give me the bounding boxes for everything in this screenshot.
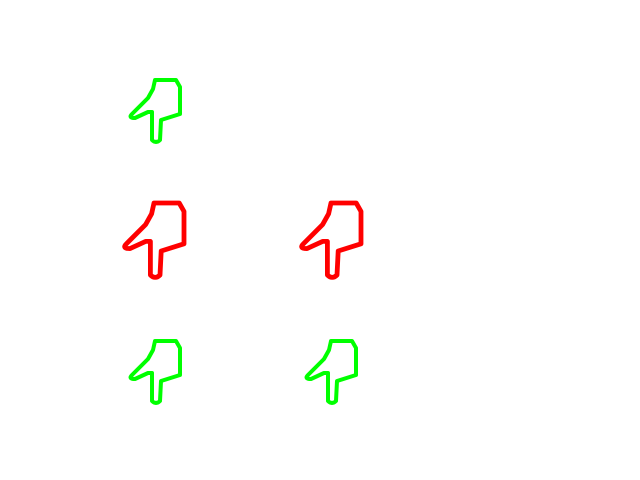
- hand-icon-row1-col1: [128, 78, 182, 144]
- hand-icon-row2-col1: [125, 203, 184, 277]
- pointing-hand-icon: [304, 339, 358, 405]
- pointing-hand-icon: [302, 203, 361, 277]
- pointing-hand-icon: [128, 78, 182, 144]
- pointing-hand-icon: [128, 339, 182, 405]
- pointing-hand-icon: [125, 203, 184, 277]
- hand-icon-row2-col2: [302, 203, 361, 277]
- hand-icon-row3-col2: [304, 339, 358, 405]
- hand-icon-row3-col1: [128, 339, 182, 405]
